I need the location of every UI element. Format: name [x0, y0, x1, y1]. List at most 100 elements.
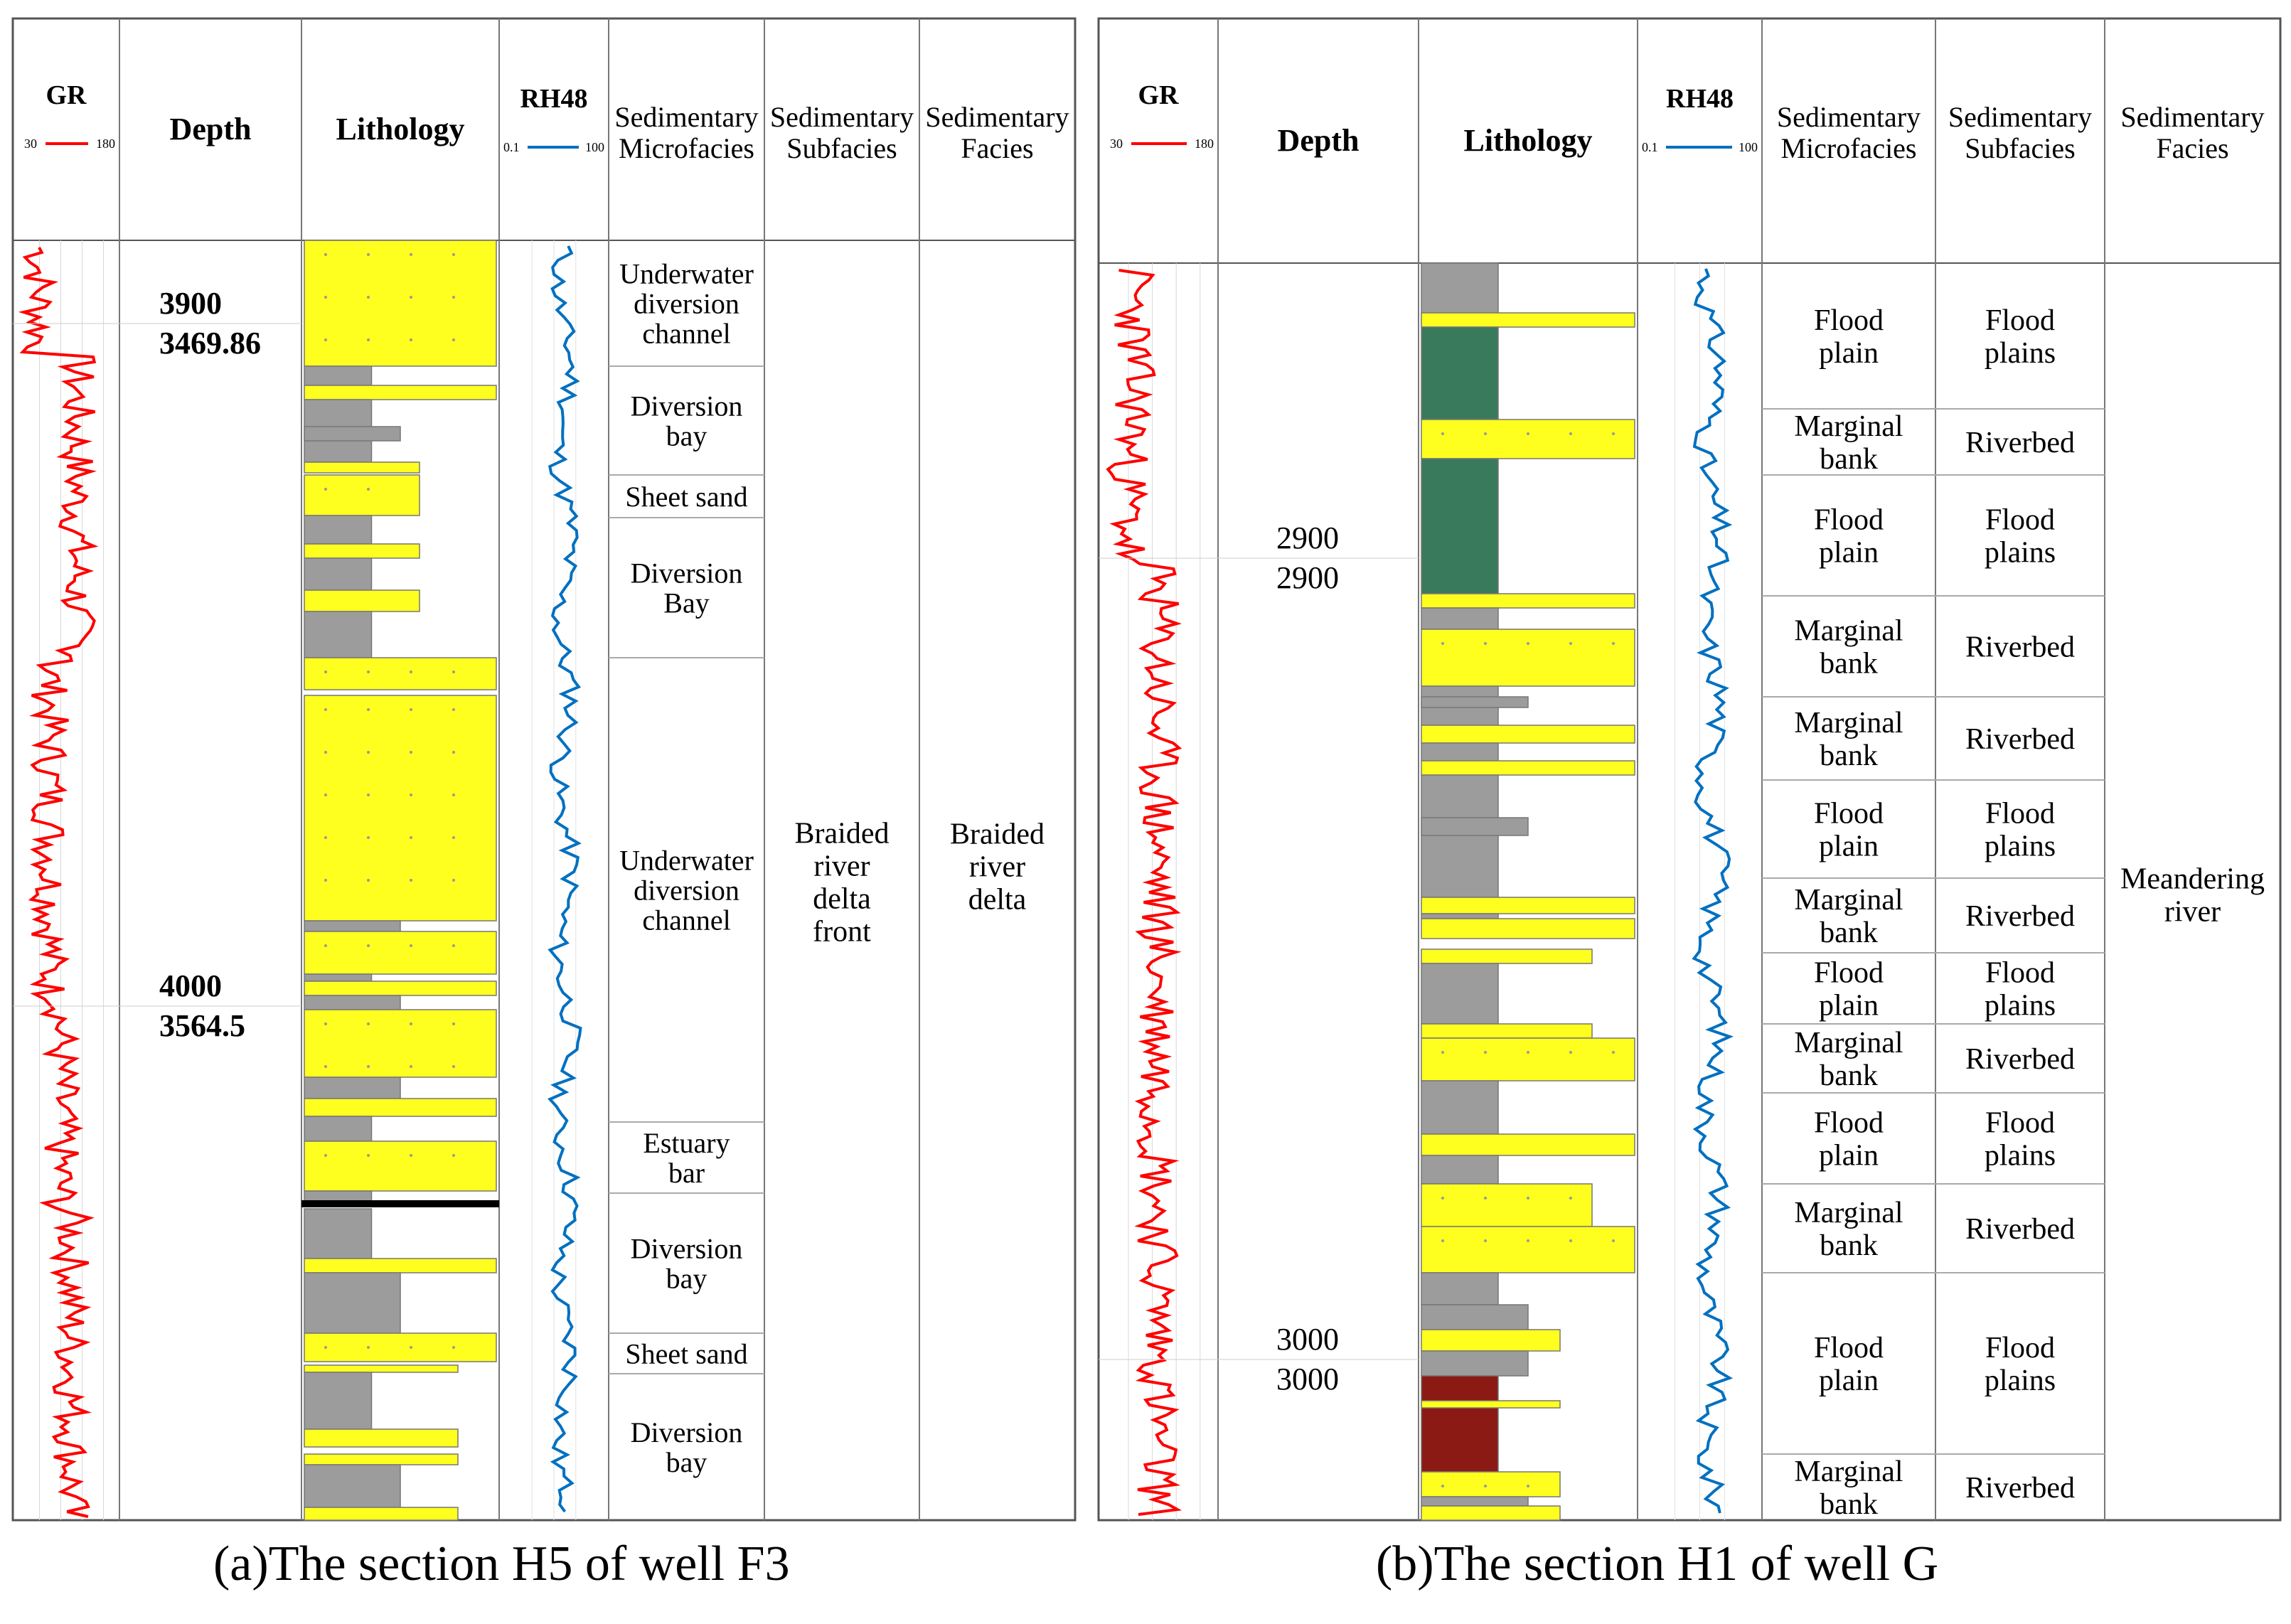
sand-dot: [452, 794, 455, 796]
sand-dot: [367, 708, 370, 711]
sand-dot: [324, 488, 327, 491]
sand-dot: [452, 751, 455, 754]
sand-dot: [1569, 642, 1572, 645]
panel-a-headers: GR 30 180 Depth Lithology RH48 0.1 100 Sedimenta…: [24, 80, 1069, 164]
sand-dot: [367, 794, 370, 796]
sand-dot: [410, 253, 412, 256]
sandstone-bed: [304, 543, 420, 559]
text-line: Marginal: [1794, 1455, 1903, 1488]
sand-dot: [410, 944, 412, 947]
text-line: Riverbed: [1965, 1472, 2075, 1505]
sand-dot: [1527, 1051, 1529, 1054]
mudstone-bed: [1421, 1304, 1529, 1330]
sand-dot: [367, 1346, 370, 1349]
depth-label: 2900: [1276, 560, 1339, 595]
sand-dot: [367, 944, 370, 947]
sand-dot: [1612, 642, 1615, 645]
text-line: Flood: [1985, 1332, 2055, 1364]
panel-a-rh-track: [531, 240, 582, 1520]
sandstone-bed: [304, 461, 420, 474]
text-line: Riverbed: [1965, 1213, 2075, 1246]
depth-header: Depth: [1278, 123, 1360, 158]
sandstone-bed: [1421, 1037, 1635, 1081]
sand-dot: [410, 671, 412, 673]
text-line: front: [813, 916, 871, 949]
mudstone-bed: [304, 1372, 373, 1430]
depth-label: 4000: [159, 968, 222, 1003]
depth-label: 3000: [1276, 1362, 1339, 1396]
text-line: plain: [1819, 990, 1879, 1022]
sand-dot: [324, 253, 327, 256]
sand-dot: [410, 751, 412, 754]
sand-dot: [367, 1065, 370, 1068]
sandstone-bed: [1421, 897, 1635, 914]
panel-b-gr-track: [1106, 263, 1201, 1520]
text-line: channel: [642, 318, 730, 350]
text-line: plains: [1985, 1364, 2056, 1397]
rh-header-title: RH48: [1666, 84, 1734, 114]
sandstone-bed: [1421, 593, 1635, 609]
sand-dot: [367, 296, 370, 299]
text-line: Sedimentary: [770, 101, 914, 133]
text-line: Sedimentary: [1777, 101, 1921, 133]
caption-panel-b: (b)The section H1 of well G: [1376, 1537, 1939, 1591]
text-line: bank: [1820, 443, 1878, 476]
depth-header: Depth: [170, 112, 252, 146]
panel-b-rh-track: [1675, 263, 1734, 1520]
text-line: Marginal: [1794, 707, 1903, 739]
text-line: bank: [1820, 739, 1878, 772]
sand-dot: [1612, 1239, 1615, 1242]
rh-curve: [548, 245, 582, 1513]
sand-dot: [452, 708, 455, 711]
subfacies-label: Riverbed: [1965, 1472, 2075, 1505]
sandstone-bed: [1421, 760, 1635, 776]
rh-header-title: RH48: [520, 84, 588, 114]
sand-dot: [452, 879, 455, 882]
panel-b-depth-labels: 2900 2900 3000 3000: [1099, 520, 1419, 1396]
mudstone-bed: [1421, 774, 1499, 898]
sandstone-bed: [304, 1009, 497, 1078]
text-line: Subfacies: [786, 132, 897, 164]
subfacies-label: Riverbed: [1965, 427, 2075, 459]
caption-panel-a: (a)The section H5 of well F3: [213, 1537, 790, 1591]
gr-scale-max: 180: [1195, 137, 1214, 151]
lithology-header: Lithology: [1464, 123, 1593, 158]
text-line: bay: [666, 1263, 707, 1295]
sand-dot: [1569, 1051, 1572, 1054]
panel-a-microfacies: UnderwaterdiversionchannelDiversionbaySh…: [609, 258, 764, 1478]
mudstone-bed: [1421, 1080, 1499, 1135]
mudstone-bed: [304, 1190, 373, 1202]
text-line: Diversion: [631, 1416, 743, 1448]
sandstone-bed: [304, 657, 497, 690]
mudstone-bed: [1421, 458, 1499, 594]
rh-scale-max: 100: [1739, 140, 1758, 154]
sandstone-bed: [304, 1428, 459, 1448]
sand-dot: [324, 1154, 327, 1157]
mudstone-bed: [1421, 326, 1499, 420]
rh-scale-min: 0.1: [503, 140, 520, 154]
mudstone-bed: [304, 1464, 401, 1508]
mudstone-bed: [304, 611, 373, 658]
sand-dot: [324, 708, 327, 711]
sandstone-bed: [304, 240, 497, 367]
text-line: Bay: [663, 587, 709, 619]
text-line: river: [969, 851, 1025, 884]
sand-dot: [324, 1022, 327, 1025]
sandstone-bed: [1421, 1400, 1561, 1409]
text-line: diversion: [634, 875, 739, 907]
sandstone-bed: [304, 1140, 497, 1192]
text-line: bank: [1820, 1229, 1878, 1262]
text-line: Flood: [1814, 304, 1884, 337]
sand-dot: [324, 751, 327, 754]
mudstone-bed: [304, 1116, 373, 1142]
sand-dot: [324, 1065, 327, 1068]
